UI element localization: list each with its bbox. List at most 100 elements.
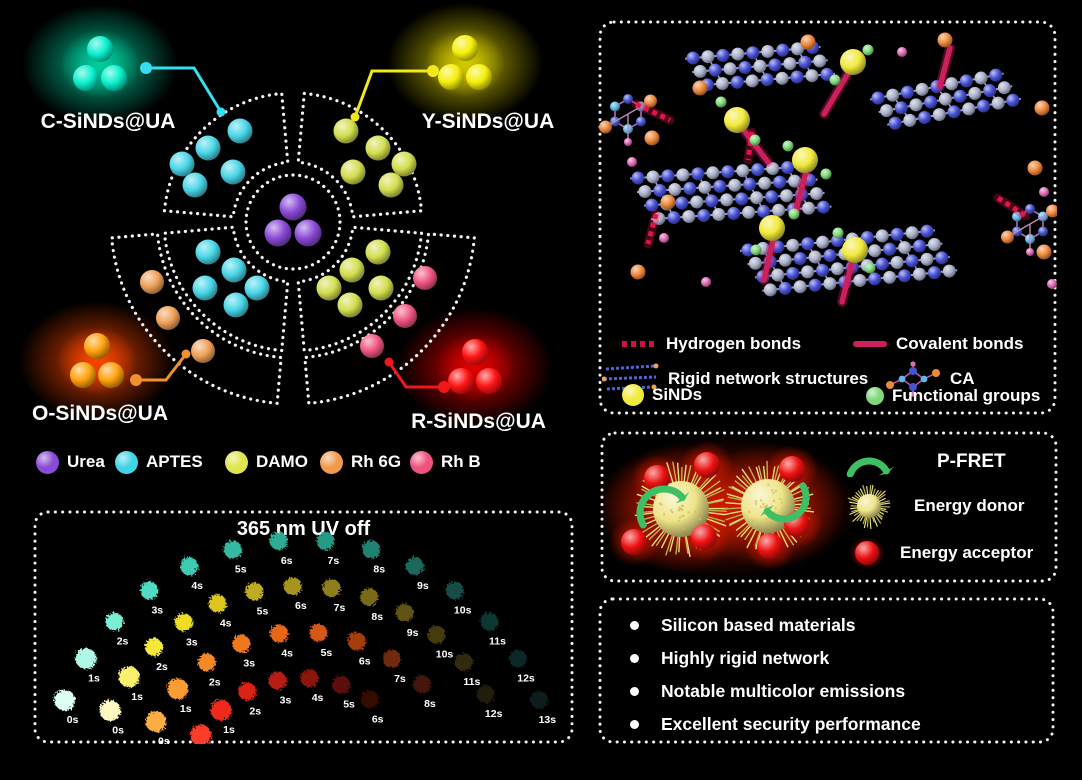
bullet-icon xyxy=(630,621,639,630)
donor-hair xyxy=(874,514,882,524)
donor-texture-dot xyxy=(669,509,673,512)
callout-endpoint xyxy=(427,65,439,77)
legend-ca: CA xyxy=(884,361,975,397)
network-atom xyxy=(868,244,882,258)
damo-ball xyxy=(340,159,366,185)
rh6g-ball xyxy=(140,270,164,294)
aptes-ball xyxy=(244,275,270,301)
uv-dot xyxy=(144,638,163,657)
uv-dot xyxy=(382,649,401,668)
network-atom xyxy=(781,161,795,175)
donor-hair xyxy=(852,513,862,523)
network-atom xyxy=(875,257,889,271)
legend-label: Covalent bonds xyxy=(896,334,1024,353)
energy-donor-icon xyxy=(847,484,891,529)
aptes-ball xyxy=(195,239,221,265)
callout-endpoint xyxy=(438,381,450,393)
hydrogen-bond xyxy=(634,101,672,123)
rotation-arrow-icon xyxy=(846,457,895,477)
network-atom xyxy=(989,68,1003,82)
sheet-bond xyxy=(629,164,811,180)
network-atom xyxy=(676,168,690,182)
dotted-sector-outline xyxy=(162,91,290,219)
network-atom xyxy=(646,170,660,184)
network-atom xyxy=(1006,93,1020,107)
network-atom xyxy=(745,74,759,88)
uv-dot xyxy=(238,682,257,701)
network-atom xyxy=(788,174,802,188)
sheet-bond xyxy=(650,205,832,221)
energy-acceptor-ball xyxy=(621,529,647,555)
aptes-ball-icon xyxy=(115,450,138,474)
uv-dot xyxy=(174,613,193,632)
donor-hair xyxy=(878,497,886,502)
damo-ball xyxy=(337,292,363,318)
legend-label: Urea xyxy=(67,452,105,471)
network-atom xyxy=(927,266,941,280)
oxygen-atom xyxy=(644,130,660,146)
ring-atom xyxy=(1037,226,1048,237)
oxygen-atom xyxy=(644,94,658,108)
legend-covalent-bonds: Covalent bonds xyxy=(852,334,1024,354)
uv-dot-time-label: 4s xyxy=(220,618,232,630)
donor-hair xyxy=(859,488,865,497)
network-atom xyxy=(886,88,900,102)
network-atom xyxy=(738,61,752,75)
rhb-ball xyxy=(360,334,384,358)
donor-texture-dot xyxy=(682,514,686,517)
donor-hair xyxy=(849,501,859,505)
network-atom xyxy=(742,205,756,219)
network-atom xyxy=(808,278,822,292)
legend-label: Rh B xyxy=(441,452,481,471)
uv-dot xyxy=(190,724,212,744)
center-circle-outline xyxy=(244,173,342,271)
uv-dot xyxy=(395,603,414,622)
network-atom xyxy=(900,85,914,99)
donor-hair xyxy=(879,502,891,506)
energy-acceptor-ball xyxy=(855,541,879,565)
network-atom xyxy=(805,69,819,83)
oxygen-atom xyxy=(692,80,708,96)
network-atom xyxy=(757,204,771,218)
donor-texture-dot xyxy=(779,497,782,501)
network-atom xyxy=(645,198,659,212)
network-atom xyxy=(816,235,830,249)
network-atom xyxy=(947,105,961,119)
fret-illustration xyxy=(600,435,860,579)
donor-texture-dot xyxy=(770,489,774,492)
legend-item-urea: Urea xyxy=(36,450,105,474)
cluster-ball xyxy=(466,64,492,90)
energy-acceptor-ball xyxy=(644,465,670,491)
network-atom xyxy=(716,48,730,62)
rhb-ball xyxy=(393,304,417,328)
donor-texture-dot xyxy=(753,523,757,526)
uv-dot-time-label: 3s xyxy=(186,636,198,648)
uv-dot-time-label: 4s xyxy=(281,648,293,660)
side-group-atom xyxy=(1039,187,1049,197)
donor-texture-dot xyxy=(759,505,763,508)
h-atom xyxy=(624,138,632,146)
rigid-network-sheet xyxy=(629,159,832,226)
network-atom xyxy=(758,176,772,190)
rotation-arrow xyxy=(846,457,890,477)
rotation-arrow xyxy=(636,485,686,529)
uv-dot-time-label: 4s xyxy=(312,692,324,704)
highlight-text: Silicon based materials xyxy=(661,615,856,635)
network-atom xyxy=(708,63,722,77)
legend-sinds: SiNDs xyxy=(622,384,702,406)
uv-dot xyxy=(118,666,140,688)
network-atom xyxy=(773,175,787,189)
legend-hydrogen-bonds: Hydrogen bonds xyxy=(618,334,801,354)
legend-label: SiNDs xyxy=(652,385,703,404)
legend-label: P-FRET xyxy=(937,451,1006,472)
donor-texture-dot xyxy=(765,504,769,507)
legend-label: Energy donor xyxy=(914,496,1025,515)
oxygen-atom xyxy=(1034,100,1050,116)
uv-dot-time-label: 5s xyxy=(343,699,355,711)
network-atom xyxy=(823,248,837,262)
network-atom xyxy=(880,104,894,118)
network-atom xyxy=(810,187,824,201)
energy-acceptor-ball xyxy=(694,452,720,478)
cluster-ball xyxy=(438,64,464,90)
aptes-ball xyxy=(227,118,253,144)
